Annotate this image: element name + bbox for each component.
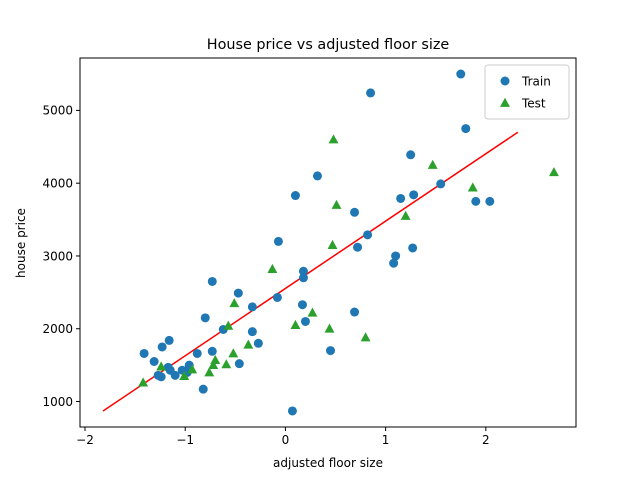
y-axis-ticks: 1000 2000 3000 4000 5000 xyxy=(42,104,80,409)
y-tick-label: 3000 xyxy=(42,249,73,263)
test-point xyxy=(290,319,301,330)
legend-box xyxy=(484,64,570,120)
data-points-layer xyxy=(138,69,559,416)
train-point xyxy=(207,276,217,286)
x-axis-ticks: −2 −1 0 1 2 xyxy=(76,427,490,447)
y-tick-label: 2000 xyxy=(42,322,73,336)
train-point xyxy=(290,191,300,201)
train-point xyxy=(139,348,149,358)
test-point xyxy=(467,182,478,192)
train-point xyxy=(350,207,360,217)
x-axis-label: adjusted floor size xyxy=(273,456,383,470)
train-point xyxy=(198,384,208,394)
test-point xyxy=(549,167,559,177)
train-point xyxy=(200,313,210,323)
fit-line xyxy=(102,131,519,412)
y-tick-label: 1000 xyxy=(42,395,73,409)
y-axis-label: house price xyxy=(14,208,28,278)
x-tick-label: 0 xyxy=(282,433,290,447)
test-point xyxy=(208,359,219,370)
train-point xyxy=(366,88,376,98)
train-point xyxy=(298,273,308,283)
test-point xyxy=(307,307,318,317)
x-tick-label: −2 xyxy=(76,433,94,447)
train-point xyxy=(408,243,418,253)
y-tick-label: 5000 xyxy=(42,104,73,118)
train-point xyxy=(253,338,263,348)
train-point xyxy=(363,230,373,240)
train-point xyxy=(192,348,202,358)
train-point xyxy=(287,406,297,416)
train-point xyxy=(350,307,360,317)
train-point xyxy=(272,292,282,302)
train-point xyxy=(156,372,166,382)
train-point xyxy=(233,288,243,298)
test-point xyxy=(156,361,167,371)
test-point xyxy=(324,323,335,333)
test-point xyxy=(267,263,278,273)
train-point xyxy=(461,124,471,134)
train-point xyxy=(298,266,308,276)
train-point xyxy=(409,190,419,200)
legend: Train Test xyxy=(484,64,570,120)
train-point xyxy=(300,316,310,326)
fit-line-layer xyxy=(102,131,519,412)
test-point xyxy=(204,367,215,377)
test-point xyxy=(328,134,339,144)
legend-label: Test xyxy=(521,96,546,110)
train-point xyxy=(234,359,244,369)
test-point xyxy=(427,159,438,169)
y-tick-label: 4000 xyxy=(42,176,73,190)
test-point xyxy=(179,370,190,380)
train-point xyxy=(456,69,466,79)
train-point xyxy=(436,179,446,189)
legend-train-marker xyxy=(500,76,510,86)
train-point xyxy=(170,370,180,380)
train-point xyxy=(247,302,257,312)
test-point xyxy=(223,320,234,330)
train-point xyxy=(396,193,406,203)
train-point xyxy=(471,196,481,206)
legend-test-marker xyxy=(500,97,510,107)
train-point xyxy=(164,335,174,345)
train-point xyxy=(312,171,322,181)
test-point xyxy=(229,298,240,308)
test-point xyxy=(243,339,254,349)
train-point xyxy=(273,236,283,246)
test-point xyxy=(400,210,411,220)
test-point xyxy=(331,199,342,209)
train-point xyxy=(247,327,257,337)
train-point xyxy=(389,258,399,268)
test-point xyxy=(228,348,239,358)
test-point xyxy=(187,364,198,374)
x-tick-label: 2 xyxy=(482,433,490,447)
train-point xyxy=(297,300,307,310)
x-tick-label: 1 xyxy=(382,433,390,447)
train-point xyxy=(406,150,416,160)
train-point xyxy=(485,196,495,206)
x-tick-label: −1 xyxy=(176,433,194,447)
test-point xyxy=(221,359,232,369)
train-point xyxy=(207,346,217,356)
train-point xyxy=(157,342,167,352)
test-point xyxy=(138,377,149,387)
train-point xyxy=(391,251,401,261)
legend-label: Train xyxy=(521,74,551,88)
chart-title: House price vs adjusted floor size xyxy=(207,37,450,53)
test-point xyxy=(327,239,338,249)
train-point xyxy=(326,346,336,356)
train-point xyxy=(353,242,363,252)
train-point xyxy=(149,356,159,366)
plot-area-frame xyxy=(79,57,577,428)
test-point xyxy=(360,332,371,342)
